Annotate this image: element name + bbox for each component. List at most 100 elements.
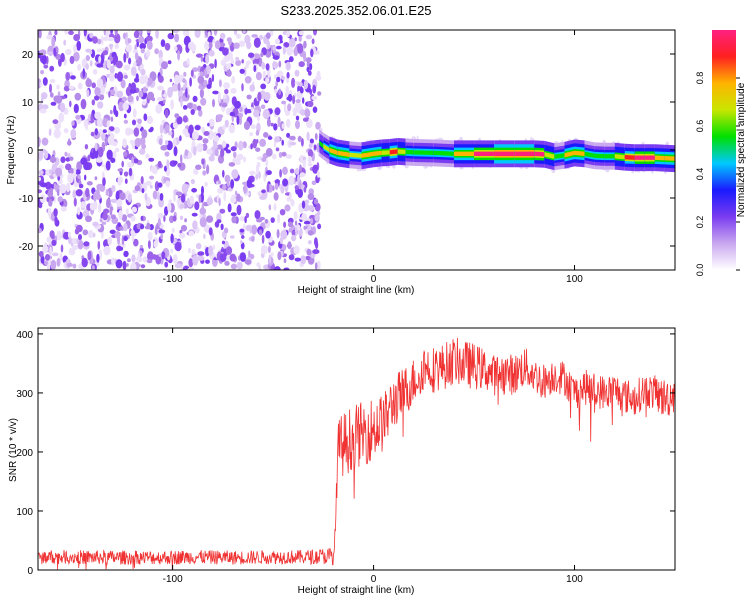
noise-blob: [197, 75, 205, 84]
noise-blob: [41, 137, 49, 146]
noise-blob: [164, 206, 169, 216]
noise-blob: [256, 122, 261, 133]
noise-blob: [69, 156, 74, 161]
noise-blob: [74, 92, 82, 101]
noise-blob: [174, 74, 180, 85]
noise-blob: [165, 124, 170, 133]
noise-blob: [150, 165, 158, 174]
noise-blob: [157, 182, 163, 188]
noise-blob: [172, 215, 177, 222]
noise-blob: [204, 41, 210, 51]
noise-blob: [274, 88, 278, 94]
noise-blob: [291, 234, 297, 242]
noise-blob: [251, 235, 255, 242]
noise-blob: [317, 211, 321, 216]
noise-blob: [106, 120, 111, 128]
noise-blob: [294, 185, 299, 191]
noise-blob: [94, 111, 102, 120]
noise-blob: [308, 240, 312, 245]
noise-blob: [208, 227, 213, 236]
noise-blob: [105, 160, 111, 171]
noise-blob: [57, 175, 61, 181]
noise-blob: [149, 175, 155, 180]
noise-blob: [273, 266, 281, 270]
noise-blob: [208, 118, 215, 127]
trace-band: [323, 144, 330, 153]
noise-blob: [239, 106, 243, 112]
noise-blob: [164, 261, 169, 268]
noise-blob: [65, 163, 72, 171]
noise-blob: [123, 151, 128, 157]
noise-blob: [126, 208, 129, 215]
noise-blob: [44, 254, 51, 261]
noise-blob: [139, 245, 144, 249]
noise-blob: [308, 143, 313, 149]
noise-blob: [260, 245, 268, 255]
noise-blob: [159, 193, 164, 201]
noise-blob: [309, 138, 314, 144]
noise-blob: [260, 83, 267, 90]
noise-blob: [123, 119, 129, 124]
noise-blob: [307, 205, 315, 212]
noise-blob: [249, 224, 252, 234]
noise-blob: [314, 237, 318, 247]
noise-blob: [278, 151, 283, 158]
noise-blob: [239, 68, 245, 74]
noise-blob: [73, 34, 80, 42]
noise-blob: [182, 105, 188, 110]
noise-blob: [134, 185, 141, 192]
noise-blob: [270, 217, 275, 224]
noise-blob: [288, 221, 294, 228]
trace-band: [544, 152, 555, 159]
noise-blob: [177, 82, 181, 92]
noise-blob: [297, 174, 300, 184]
noise-blob: [297, 135, 302, 142]
noise-blob: [179, 135, 182, 142]
noise-blob: [282, 166, 288, 175]
noise-blob: [106, 59, 111, 69]
noise-blob: [294, 37, 297, 42]
noise-blob: [230, 196, 237, 204]
noise-blob: [118, 101, 125, 112]
noise-blob: [245, 212, 250, 219]
noise-blob: [201, 126, 206, 134]
noise-blob: [192, 103, 198, 112]
noise-blob: [49, 83, 52, 94]
noise-blob: [265, 63, 270, 71]
noise-blob: [80, 98, 87, 110]
noise-blob: [39, 49, 47, 56]
noise-blob: [302, 160, 306, 169]
noise-blob: [104, 136, 108, 147]
noise-blob: [126, 258, 131, 263]
noise-blob: [230, 87, 237, 94]
noise-blob: [302, 117, 309, 122]
noise-blob: [251, 34, 258, 38]
y-tick-label: -10: [19, 194, 34, 205]
noise-blob: [56, 257, 61, 267]
noise-blob: [137, 118, 142, 125]
noise-blob: [133, 127, 140, 137]
noise-blob: [51, 36, 56, 48]
noise-blob: [294, 167, 300, 175]
noise-blob: [266, 170, 272, 176]
noise-blob: [93, 191, 97, 202]
x-tick-label: 100: [566, 274, 583, 285]
noise-blob: [53, 47, 57, 57]
noise-blob: [241, 235, 245, 239]
noise-blob: [169, 215, 174, 224]
noise-blob: [241, 59, 244, 64]
noise-blob: [130, 215, 136, 222]
noise-blob: [111, 257, 115, 266]
noise-blob: [259, 34, 263, 40]
noise-blob: [223, 227, 229, 234]
noise-blob: [270, 252, 274, 257]
noise-blob: [283, 258, 287, 264]
noise-blob: [299, 109, 306, 116]
noise-blob: [107, 187, 113, 198]
noise-blob: [191, 212, 198, 217]
snr-plot-area: [38, 328, 675, 570]
noise-blob: [296, 224, 301, 231]
noise-blob: [267, 136, 273, 140]
noise-blob: [225, 63, 232, 69]
snr-y-label: SNR (10 * v/v): [8, 418, 19, 482]
